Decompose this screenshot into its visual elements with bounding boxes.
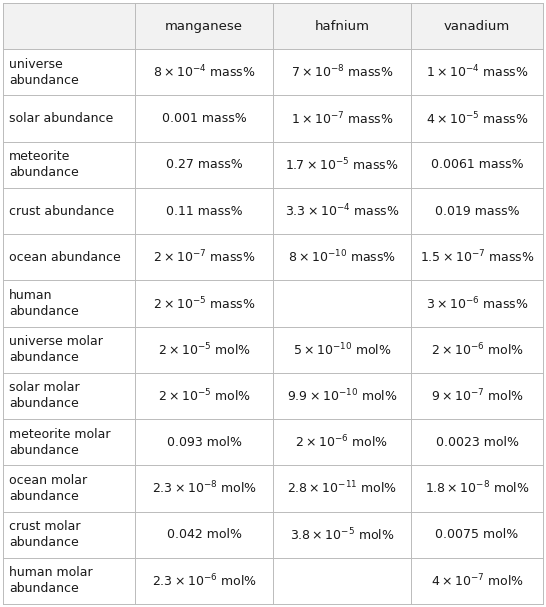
Text: universe molar
abundance: universe molar abundance bbox=[9, 335, 103, 364]
Text: hafnium: hafnium bbox=[314, 19, 370, 33]
Text: $8\times10^{-4}$ mass%: $8\times10^{-4}$ mass% bbox=[153, 64, 256, 81]
Text: 0.27 mass%: 0.27 mass% bbox=[165, 158, 242, 171]
Text: $7\times10^{-8}$ mass%: $7\times10^{-8}$ mass% bbox=[290, 64, 393, 81]
Text: solar molar
abundance: solar molar abundance bbox=[9, 381, 80, 410]
Text: $3.3\times10^{-4}$ mass%: $3.3\times10^{-4}$ mass% bbox=[284, 203, 399, 219]
Text: $4\times10^{-5}$ mass%: $4\times10^{-5}$ mass% bbox=[426, 110, 529, 127]
Text: 0.11 mass%: 0.11 mass% bbox=[166, 205, 242, 217]
Text: universe
abundance: universe abundance bbox=[9, 58, 79, 87]
Text: 0.0061 mass%: 0.0061 mass% bbox=[431, 158, 524, 171]
Text: $1\times10^{-4}$ mass%: $1\times10^{-4}$ mass% bbox=[426, 64, 529, 81]
Text: solar abundance: solar abundance bbox=[9, 112, 114, 125]
Text: ocean abundance: ocean abundance bbox=[9, 251, 121, 264]
Text: $2\times10^{-5}$ mass%: $2\times10^{-5}$ mass% bbox=[153, 295, 256, 312]
Text: $1.8\times10^{-8}$ mol%: $1.8\times10^{-8}$ mol% bbox=[425, 480, 530, 497]
Text: $2\times10^{-7}$ mass%: $2\times10^{-7}$ mass% bbox=[153, 249, 256, 266]
Text: $4\times10^{-7}$ mol%: $4\times10^{-7}$ mol% bbox=[430, 572, 524, 589]
Text: ocean molar
abundance: ocean molar abundance bbox=[9, 474, 87, 503]
Text: $1\times10^{-7}$ mass%: $1\times10^{-7}$ mass% bbox=[290, 110, 393, 127]
Text: crust abundance: crust abundance bbox=[9, 205, 115, 217]
Text: $3\times10^{-6}$ mass%: $3\times10^{-6}$ mass% bbox=[426, 295, 529, 312]
Text: $2.3\times10^{-8}$ mol%: $2.3\times10^{-8}$ mol% bbox=[152, 480, 257, 497]
Text: $8\times10^{-10}$ mass%: $8\times10^{-10}$ mass% bbox=[288, 249, 396, 266]
Text: $9\times10^{-7}$ mol%: $9\times10^{-7}$ mol% bbox=[430, 388, 524, 404]
Text: $2\times10^{-5}$ mol%: $2\times10^{-5}$ mol% bbox=[158, 388, 251, 404]
Text: $2\times10^{-6}$ mol%: $2\times10^{-6}$ mol% bbox=[430, 341, 524, 358]
Text: human
abundance: human abundance bbox=[9, 289, 79, 318]
Bar bbox=[3, 3, 543, 49]
Text: meteorite molar
abundance: meteorite molar abundance bbox=[9, 428, 111, 456]
Text: vanadium: vanadium bbox=[444, 19, 510, 33]
Text: $5\times10^{-10}$ mol%: $5\times10^{-10}$ mol% bbox=[293, 341, 391, 358]
Text: human molar
abundance: human molar abundance bbox=[9, 566, 93, 595]
Text: 0.019 mass%: 0.019 mass% bbox=[435, 205, 519, 217]
Text: 0.0023 mol%: 0.0023 mol% bbox=[436, 436, 519, 449]
Text: $1.5\times10^{-7}$ mass%: $1.5\times10^{-7}$ mass% bbox=[420, 249, 535, 266]
Text: $2.3\times10^{-6}$ mol%: $2.3\times10^{-6}$ mol% bbox=[152, 572, 257, 589]
Text: 0.0075 mol%: 0.0075 mol% bbox=[435, 528, 519, 541]
Text: 0.042 mol%: 0.042 mol% bbox=[167, 528, 241, 541]
Text: 0.001 mass%: 0.001 mass% bbox=[162, 112, 246, 125]
Text: $2\times10^{-6}$ mol%: $2\times10^{-6}$ mol% bbox=[295, 434, 388, 450]
Text: $1.7\times10^{-5}$ mass%: $1.7\times10^{-5}$ mass% bbox=[285, 157, 399, 173]
Text: $9.9\times10^{-10}$ mol%: $9.9\times10^{-10}$ mol% bbox=[287, 388, 397, 404]
Text: $2\times10^{-5}$ mol%: $2\times10^{-5}$ mol% bbox=[158, 341, 251, 358]
Text: 0.093 mol%: 0.093 mol% bbox=[167, 436, 241, 449]
Text: $3.8\times10^{-5}$ mol%: $3.8\times10^{-5}$ mol% bbox=[289, 526, 394, 543]
Text: manganese: manganese bbox=[165, 19, 243, 33]
Text: $2.8\times10^{-11}$ mol%: $2.8\times10^{-11}$ mol% bbox=[287, 480, 397, 497]
Text: meteorite
abundance: meteorite abundance bbox=[9, 151, 79, 179]
Text: crust molar
abundance: crust molar abundance bbox=[9, 520, 81, 549]
